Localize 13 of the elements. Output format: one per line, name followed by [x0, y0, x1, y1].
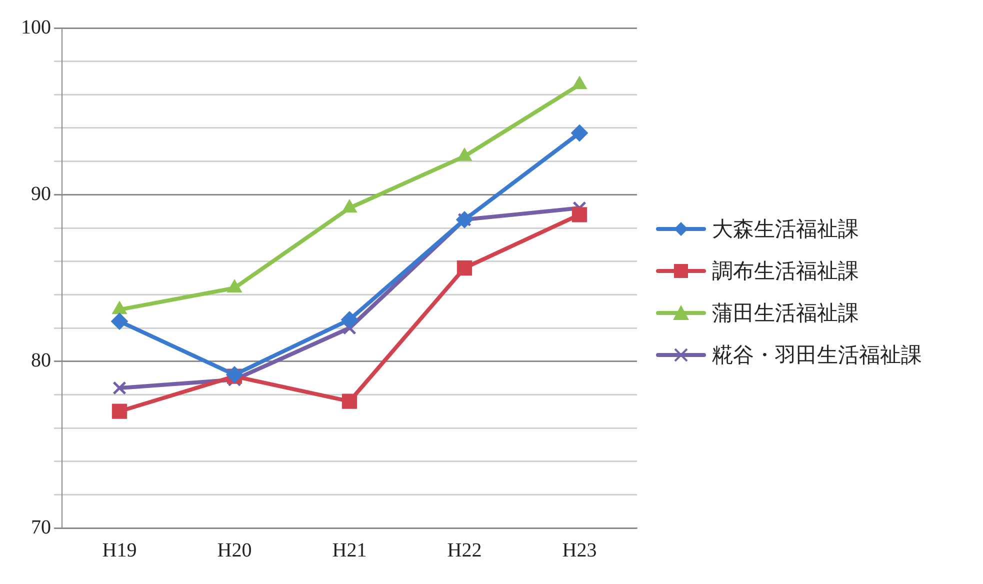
x-tick-label: H19: [102, 539, 137, 562]
y-tick-label: 100: [21, 16, 51, 38]
x-tick-label: H23: [562, 539, 597, 562]
legend-label: 大森生活福祉課: [712, 216, 859, 243]
legend-label: 蒲田生活福祉課: [712, 300, 859, 327]
x-tick-label: H21: [332, 539, 367, 562]
legend-label: 調布生活福祉課: [712, 258, 859, 285]
x-tick-label: H22: [447, 539, 482, 562]
x-tick-label: H20: [217, 539, 252, 562]
y-tick-label: 80: [31, 350, 51, 372]
y-tick-label: 70: [31, 516, 51, 538]
legend-label: 糀谷・羽田生活福祉課: [712, 342, 922, 369]
y-tick-label: 90: [31, 182, 51, 205]
